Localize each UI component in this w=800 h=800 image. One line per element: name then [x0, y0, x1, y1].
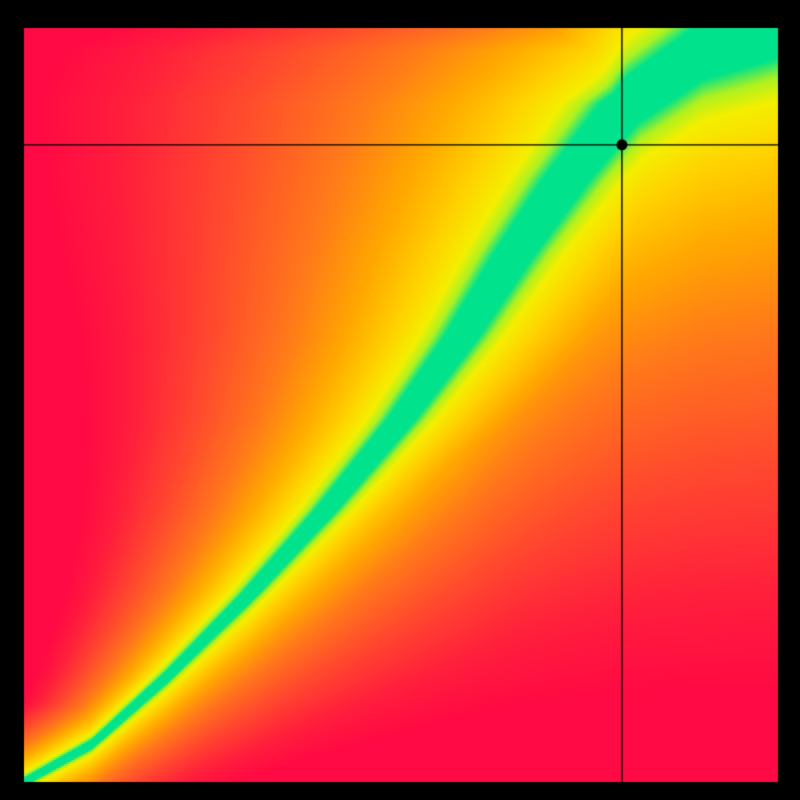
chart-container: TheBottleneck.com — [0, 0, 800, 800]
heatmap-canvas — [0, 0, 800, 800]
